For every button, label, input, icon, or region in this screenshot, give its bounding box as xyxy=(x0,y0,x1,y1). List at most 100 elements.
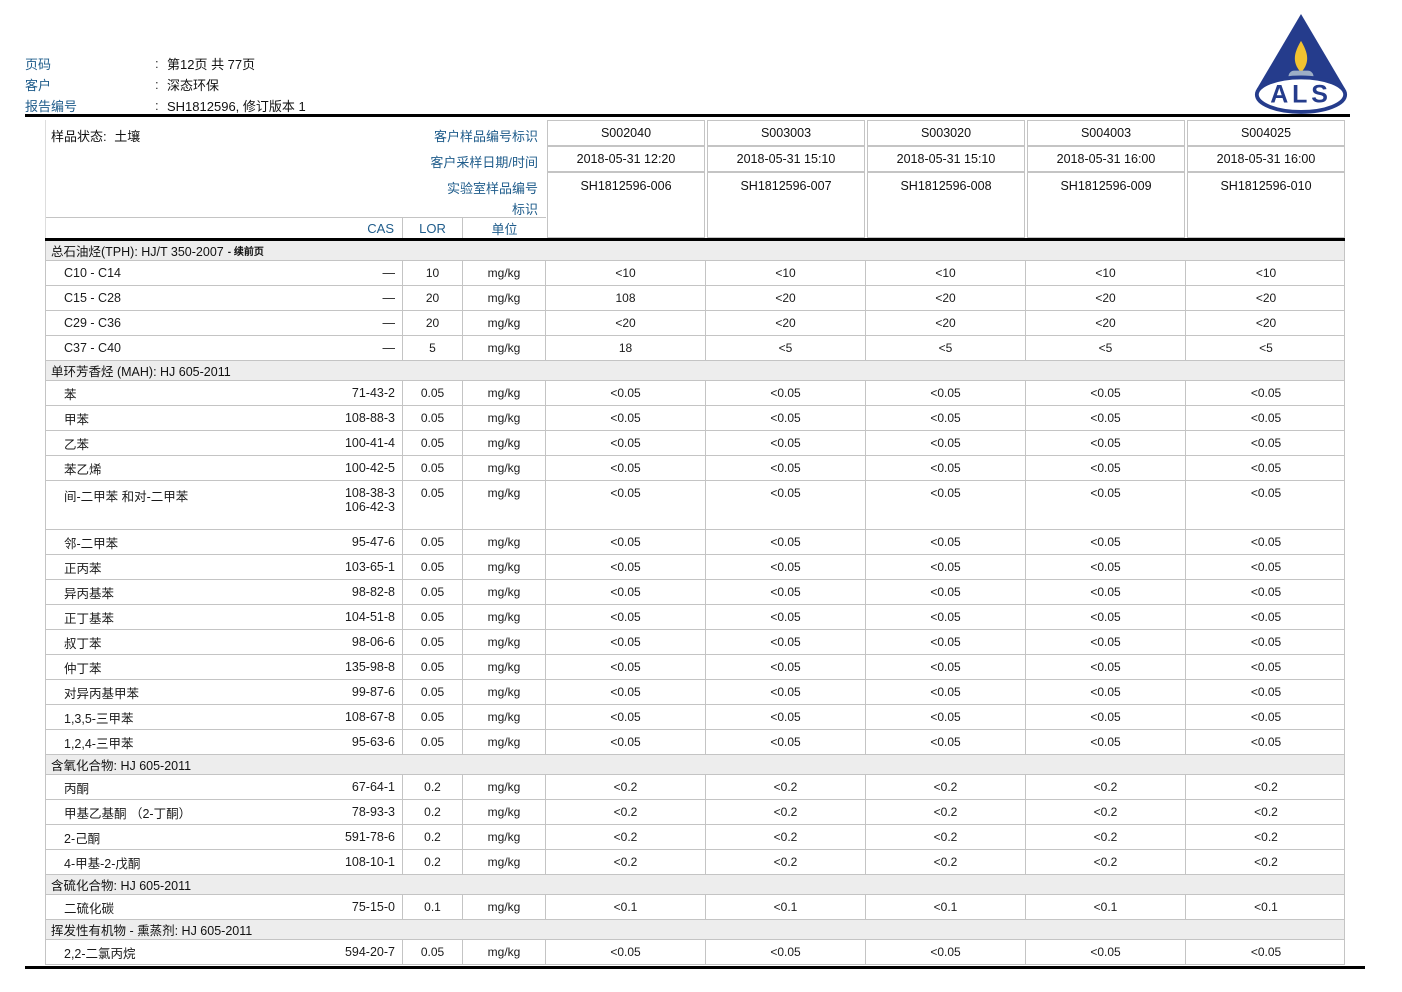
result-value: <0.05 xyxy=(546,555,706,579)
result-value: <0.2 xyxy=(546,775,706,799)
cas-column-header: CAS xyxy=(46,218,403,238)
unit-value: mg/kg xyxy=(463,630,546,654)
unit-value: mg/kg xyxy=(463,555,546,579)
analyte-name-cell: 1,2,4-三甲苯 95-63-6 xyxy=(46,730,403,754)
unit-value: mg/kg xyxy=(463,705,546,729)
result-value: <0.05 xyxy=(1026,730,1186,754)
page-number-label: 页码 xyxy=(25,57,52,72)
result-value: <0.05 xyxy=(1250,710,1282,724)
result-value: <0.05 xyxy=(546,580,706,604)
result-value: <20 xyxy=(866,286,1026,310)
result-value: <0.05 xyxy=(546,381,706,405)
section-title: 含硫化合物: HJ 605-2011 xyxy=(51,879,192,893)
result-value: <0.05 xyxy=(546,705,706,729)
section-header-row: 含氧化合物: HJ 605-2011 xyxy=(45,755,1345,775)
analyte-row: 苯 71-43-2 0.05 mg/kg <0.05 <0.05 <0.05 <0.05 <0.… xyxy=(45,381,1345,406)
result-value: <0.2 xyxy=(546,825,706,849)
sample-id: S003003 xyxy=(707,120,865,146)
result-value: <0.2 xyxy=(546,850,706,874)
analyte-name: 仲丁苯 xyxy=(64,661,102,676)
analyte-name: 正丙苯 xyxy=(64,561,102,576)
analyte-name-cell: 仲丁苯 135-98-8 xyxy=(46,655,403,679)
lor-value: 0.2 xyxy=(403,775,463,799)
sample-datetime: 2018-05-31 15:10 xyxy=(867,146,1025,172)
result-value: <0.05 xyxy=(1026,940,1186,964)
unit-value: mg/kg xyxy=(463,431,546,455)
lab-sample-id: SH1812596-010 xyxy=(1187,172,1345,238)
result-value: <0.2 xyxy=(866,825,1026,849)
result-value: <0.05 xyxy=(706,680,866,704)
sampling-datetime-label: 客户采样日期/时间 xyxy=(430,155,538,170)
result-value: <0.05 xyxy=(1250,560,1282,574)
analyte-cas: 104-51-8 xyxy=(344,610,395,624)
analyte-name: 1,3,5-三甲苯 xyxy=(64,711,134,726)
result-value: <20 xyxy=(706,311,866,335)
result-value: <0.1 xyxy=(1254,900,1278,914)
result-value: <5 xyxy=(1259,341,1273,355)
analyte-cas: 99-87-6 xyxy=(351,685,395,699)
result-value: <0.1 xyxy=(706,895,866,919)
analyte-row: 2,2-二氯丙烷 594-20-7 0.05 mg/kg <0.05 <0.05 <0.05… xyxy=(45,940,1345,965)
lab-sample-id: SH1812596-009 xyxy=(1027,172,1185,238)
analyte-row: 正丁基苯 104-51-8 0.05 mg/kg <0.05 <0.05 <0.05 <0.0… xyxy=(45,605,1345,630)
sample-id: S004025 xyxy=(1187,120,1345,146)
analyte-row: 乙苯 100-41-4 0.05 mg/kg <0.05 <0.05 <0.05 <0.05 <… xyxy=(45,431,1345,456)
unit-value: mg/kg xyxy=(463,730,546,754)
analyte-cas: 108-38-3 106-42-3 xyxy=(344,486,395,514)
lor-value: 0.05 xyxy=(403,456,463,480)
analyte-name: C29 - C36 xyxy=(64,316,121,330)
result-value: <0.2 xyxy=(706,800,866,824)
analyte-row: 丙酮 67-64-1 0.2 mg/kg <0.2 <0.2 <0.2 <0.2 <0.2 xyxy=(45,775,1345,800)
analyte-cas: 135-98-8 xyxy=(344,660,395,674)
analyte-name: 4-甲基-2-戊酮 xyxy=(64,856,141,871)
result-value: <0.05 xyxy=(1250,411,1282,425)
page-bottom-line xyxy=(25,966,1365,969)
result-value: <10 xyxy=(706,261,866,285)
analyte-cas: 100-41-4 xyxy=(344,436,395,450)
analyte-name-cell: 苯乙烯 100-42-5 xyxy=(46,456,403,480)
result-value: <20 xyxy=(1255,291,1277,305)
report-header: 页码 : 第12页 共 77页 客户 : 深态环保 报告编号 : SH18125… xyxy=(25,53,306,116)
result-value: <10 xyxy=(866,261,1026,285)
result-value: <0.05 xyxy=(866,580,1026,604)
analyte-name-cell: 甲基乙基酮 （2-丁酮） 78-93-3 xyxy=(46,800,403,824)
analyte-name-cell: 苯 71-43-2 xyxy=(46,381,403,405)
result-value: <0.05 xyxy=(706,481,866,529)
result-value: <0.05 xyxy=(1026,406,1186,430)
analyte-row: 仲丁苯 135-98-8 0.05 mg/kg <0.05 <0.05 <0.05 <0.05… xyxy=(45,655,1345,680)
lab-sample-id: SH1812596-007 xyxy=(707,172,865,238)
analyte-name: 正丁基苯 xyxy=(64,611,115,626)
analyte-cas: 108-67-8 xyxy=(344,710,395,724)
result-value: <20 xyxy=(1255,316,1277,330)
analyte-name-cell: 叔丁苯 98-06-6 xyxy=(46,630,403,654)
analyte-name: 异丙基苯 xyxy=(64,586,115,601)
result-value: <0.05 xyxy=(1026,431,1186,455)
result-value: <0.05 xyxy=(866,406,1026,430)
unit-value: mg/kg xyxy=(463,850,546,874)
result-value: <0.2 xyxy=(866,850,1026,874)
analyte-cas: 95-47-6 xyxy=(351,535,395,549)
lor-value: 0.05 xyxy=(403,705,463,729)
analyte-name-cell: 异丙基苯 98-82-8 xyxy=(46,580,403,604)
analyte-table-header: CAS LOR 单位 xyxy=(46,217,546,238)
analyte-name-cell: C10 - C14 — xyxy=(46,261,403,285)
lor-value: 0.05 xyxy=(403,655,463,679)
result-value: <0.05 xyxy=(546,680,706,704)
lor-value: 0.05 xyxy=(403,381,463,405)
result-value: <10 xyxy=(1026,261,1186,285)
analyte-cas: 67-64-1 xyxy=(351,780,395,794)
lab-sample-id: SH1812596-008 xyxy=(867,172,1025,238)
unit-value: mg/kg xyxy=(463,655,546,679)
result-value: <0.2 xyxy=(1254,805,1278,819)
lor-value: 0.1 xyxy=(403,895,463,919)
analyte-name-cell: 正丁基苯 104-51-8 xyxy=(46,605,403,629)
analyte-name: 间-二甲苯 和对-二甲苯 xyxy=(64,490,189,504)
sample-state-value: 土壤 xyxy=(114,129,141,144)
analyte-cas: 95-63-6 xyxy=(351,735,395,749)
analyte-name-cell: 2-己酮 591-78-6 xyxy=(46,825,403,849)
unit-value: mg/kg xyxy=(463,481,546,529)
section-title-suffix: - 续前页 xyxy=(227,247,264,258)
analyte-name: 1,2,4-三甲苯 xyxy=(64,736,134,751)
report-number-row: 报告编号 : SH1812596, 修订版本 1 xyxy=(25,95,306,116)
analyte-cas: 594-20-7 xyxy=(344,945,395,959)
